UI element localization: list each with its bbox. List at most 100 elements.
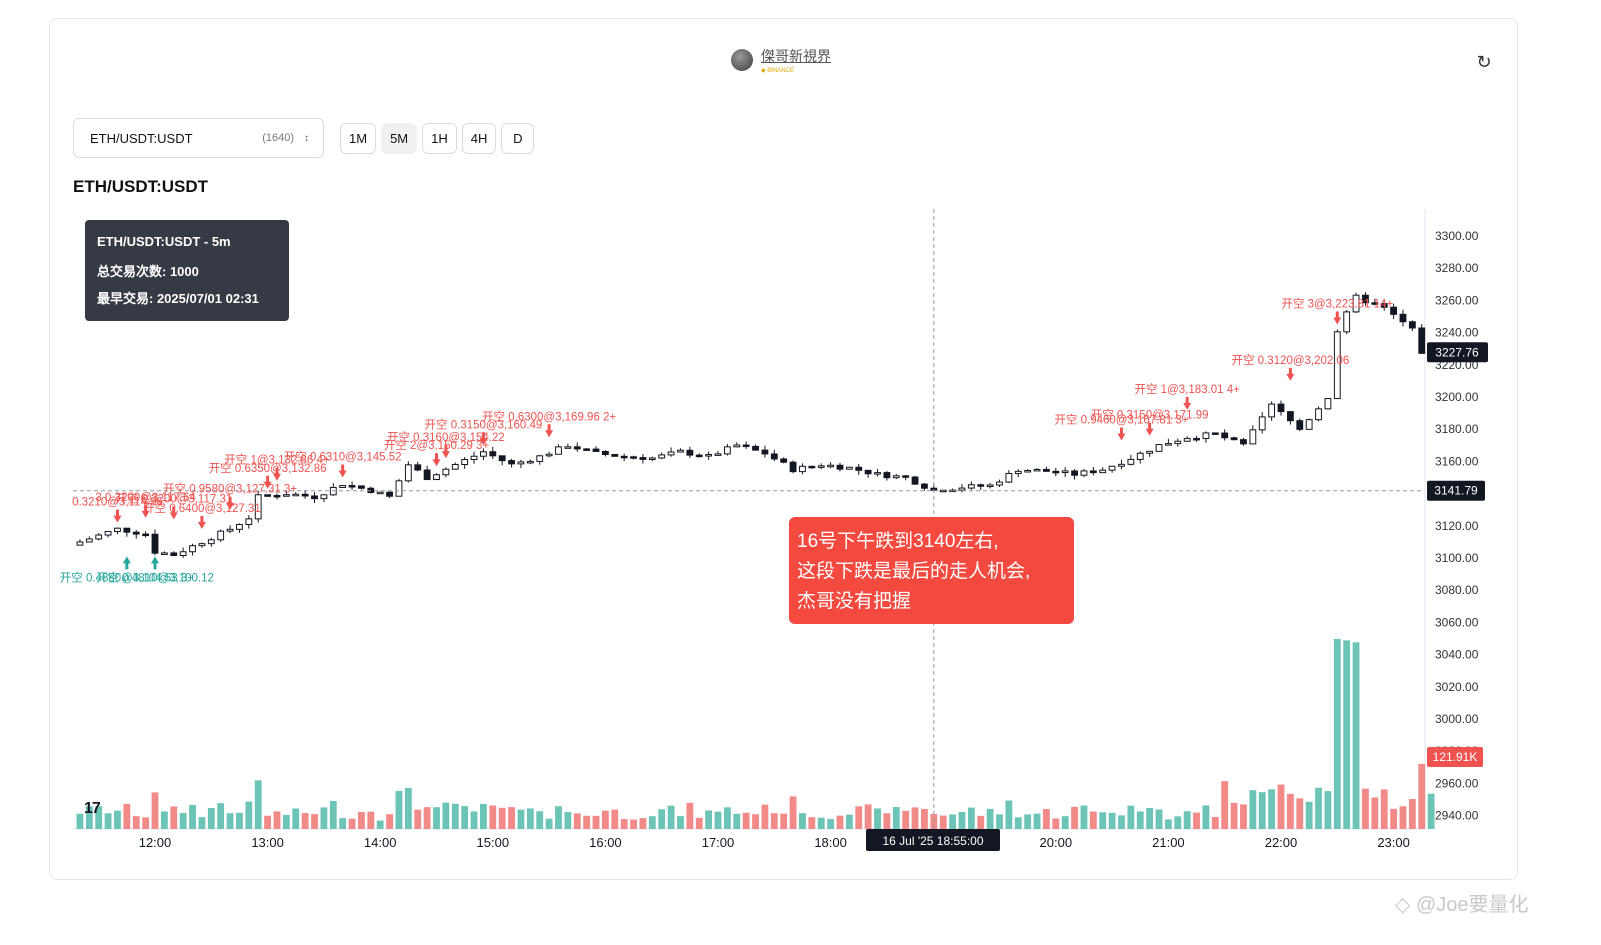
- author-badge[interactable]: 傑哥新視界 ◆ BINANCE: [731, 44, 831, 76]
- volume-bar: [1211, 816, 1219, 829]
- tradingview-logo[interactable]: 17: [84, 800, 101, 817]
- timeframe-5m-button[interactable]: 5M: [381, 123, 418, 154]
- candle-body: [1061, 470, 1069, 473]
- candle-body: [189, 545, 196, 553]
- volume-bar: [85, 806, 93, 829]
- y-tick-label: 3180.00: [1435, 422, 1479, 436]
- candle-body: [1371, 302, 1379, 305]
- candle-body: [902, 475, 910, 478]
- volume-bar: [114, 810, 121, 829]
- candle-body: [498, 455, 506, 462]
- volume-bar: [226, 813, 234, 829]
- volume-bar: [911, 807, 919, 829]
- candle-body: [977, 484, 985, 487]
- volume-bar: [742, 812, 750, 829]
- volume-bar: [386, 814, 393, 829]
- author-avatar: [731, 49, 753, 71]
- candle-body: [489, 451, 497, 457]
- candle-body: [592, 448, 600, 452]
- candle-body: [461, 459, 469, 465]
- sell-arrow-icon: [1286, 367, 1295, 381]
- candle-body: [451, 463, 459, 470]
- volume-bar: [789, 796, 797, 829]
- volume-bar: [686, 802, 694, 829]
- volume-bar: [254, 780, 262, 829]
- candle-body: [123, 527, 131, 533]
- candle-body: [1352, 294, 1360, 313]
- timeframe-d-button[interactable]: D: [501, 123, 535, 154]
- x-tick-label: 22:00: [1265, 835, 1298, 850]
- y-tick-label: 3060.00: [1435, 615, 1479, 629]
- trade-marker-label: 开空 0.3120@3,202.06: [1231, 353, 1349, 367]
- candle-body: [855, 466, 863, 471]
- candle-body: [677, 449, 684, 453]
- volume-bar: [958, 812, 966, 829]
- candle-body: [1277, 403, 1285, 413]
- y-tick-label: 3300.00: [1435, 229, 1479, 243]
- volume-bar: [189, 804, 196, 829]
- volume-bar: [367, 811, 375, 829]
- sell-arrow-icon: [479, 432, 488, 446]
- timeframe-1m-button[interactable]: 1M: [340, 123, 377, 154]
- candle-body: [1024, 469, 1032, 473]
- candle-body: [1118, 463, 1125, 467]
- volume-bar: [1043, 808, 1050, 829]
- volume-bar: [433, 807, 440, 829]
- timeframe-4h-button[interactable]: 4H: [461, 123, 497, 154]
- candle-body: [1211, 432, 1219, 435]
- volume-bar: [555, 806, 562, 829]
- sell-arrow-icon: [169, 506, 178, 520]
- candle-body: [170, 552, 178, 556]
- candle-body: [1127, 458, 1135, 465]
- volume-bar: [1380, 789, 1388, 829]
- volume-bar: [1240, 804, 1247, 829]
- candle-body: [770, 453, 778, 460]
- volume-bar: [198, 817, 206, 829]
- volume-bar: [817, 817, 825, 829]
- symbol-select[interactable]: ETH/USDT:USDT (1640) ↕: [73, 118, 324, 158]
- volume-bar: [423, 807, 431, 829]
- candle-body: [1052, 470, 1060, 474]
- timeframe-1h-button[interactable]: 1H: [422, 123, 457, 154]
- volume-bar: [677, 816, 684, 829]
- volume-bar: [358, 811, 365, 829]
- candle-body: [282, 494, 290, 497]
- volume-bar: [639, 818, 647, 829]
- candle-body: [217, 530, 225, 541]
- candle-body: [1043, 468, 1050, 472]
- candle-body: [1193, 437, 1200, 441]
- crosshair-time-box: [866, 829, 1000, 851]
- trade-marker-label: 开空 0.3150@3,171.99: [1091, 408, 1209, 422]
- candle-body: [996, 481, 1003, 486]
- y-tick-label: 2960.00: [1435, 776, 1479, 790]
- refresh-icon[interactable]: ↻: [1476, 52, 1492, 72]
- volume-bar: [770, 813, 778, 829]
- candle-body: [433, 474, 440, 481]
- volume-bar: [273, 811, 281, 829]
- y-tick-label: 3160.00: [1435, 454, 1479, 468]
- candle-body: [1286, 411, 1294, 422]
- trade-marker-label: 开空 0.4810@3,100.12: [96, 570, 214, 584]
- candle-body: [921, 483, 928, 489]
- candle-body: [376, 491, 384, 495]
- sell-arrow-icon: [272, 467, 281, 481]
- candle-body: [752, 445, 759, 451]
- candle-body: [601, 450, 609, 455]
- sell-arrow-icon: [1333, 311, 1342, 325]
- candle-body: [1380, 303, 1388, 308]
- author-name[interactable]: 傑哥新視界: [761, 48, 831, 64]
- trade-marker-label: 开空 0.4880@3,104.53 3+: [60, 570, 194, 584]
- volume-bar: [282, 814, 290, 829]
- candle-body: [808, 465, 816, 469]
- sell-arrow-icon: [113, 509, 122, 523]
- y-tick-label: 3020.00: [1435, 680, 1479, 694]
- volume-bar: [799, 813, 806, 829]
- candle-body: [442, 468, 450, 476]
- candle-body: [526, 460, 534, 464]
- candle-body: [1240, 439, 1247, 445]
- candle-body: [714, 453, 722, 456]
- trade-marker-label: 开空 0.3160@3,154.22: [387, 430, 505, 444]
- volume-bar: [1099, 812, 1107, 829]
- last-price-label: 3227.76: [1435, 345, 1479, 359]
